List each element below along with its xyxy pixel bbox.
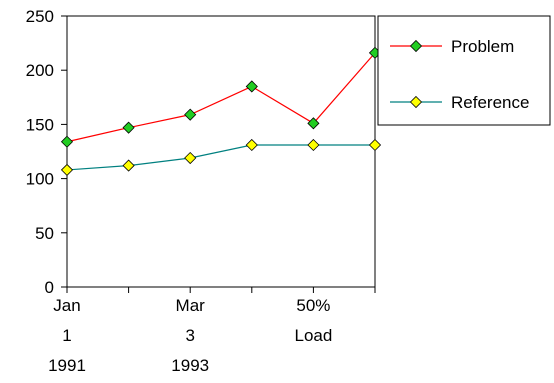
legend-label: Reference xyxy=(451,93,529,112)
y-axis: 0 50 100 150 200 250 xyxy=(26,7,68,297)
x-tick-label: 1993 xyxy=(171,356,209,375)
y-tick-label: 50 xyxy=(35,224,54,243)
y-tick-label: 0 xyxy=(45,278,54,297)
legend: Problem Reference xyxy=(377,15,551,126)
x-tick-label: 1991 xyxy=(48,356,86,375)
data-point xyxy=(245,138,258,152)
series-reference xyxy=(60,138,382,176)
y-tick-label: 200 xyxy=(26,61,54,80)
data-point xyxy=(245,80,258,93)
data-point xyxy=(184,108,197,121)
legend-box xyxy=(377,15,551,126)
data-point xyxy=(184,151,197,165)
y-tick-label: 150 xyxy=(26,115,54,134)
data-point xyxy=(368,138,382,152)
x-tick-label: Load xyxy=(294,326,332,345)
data-point xyxy=(60,135,74,148)
legend-marker xyxy=(409,39,423,53)
x-tick-label: 3 xyxy=(185,326,194,345)
legend-label: Problem xyxy=(451,37,514,56)
data-point xyxy=(122,121,135,134)
x-tick-label: Jan xyxy=(53,296,80,315)
y-tick-label: 100 xyxy=(26,170,54,189)
series-problem xyxy=(60,46,382,148)
x-axis: Jan 1 1991 Mar 3 1993 50% Load xyxy=(48,286,376,375)
data-point xyxy=(307,117,320,130)
x-tick-label: 50% xyxy=(296,296,330,315)
data-point xyxy=(60,163,74,176)
series-line xyxy=(66,52,376,143)
legend-marker xyxy=(409,95,423,109)
series-layer xyxy=(60,46,382,176)
series-line xyxy=(66,144,375,171)
x-tick-label: 1 xyxy=(62,326,71,345)
x-tick-label: Mar xyxy=(176,296,206,315)
data-point xyxy=(307,138,320,152)
y-tick-label: 250 xyxy=(26,7,54,26)
data-point xyxy=(122,159,135,172)
